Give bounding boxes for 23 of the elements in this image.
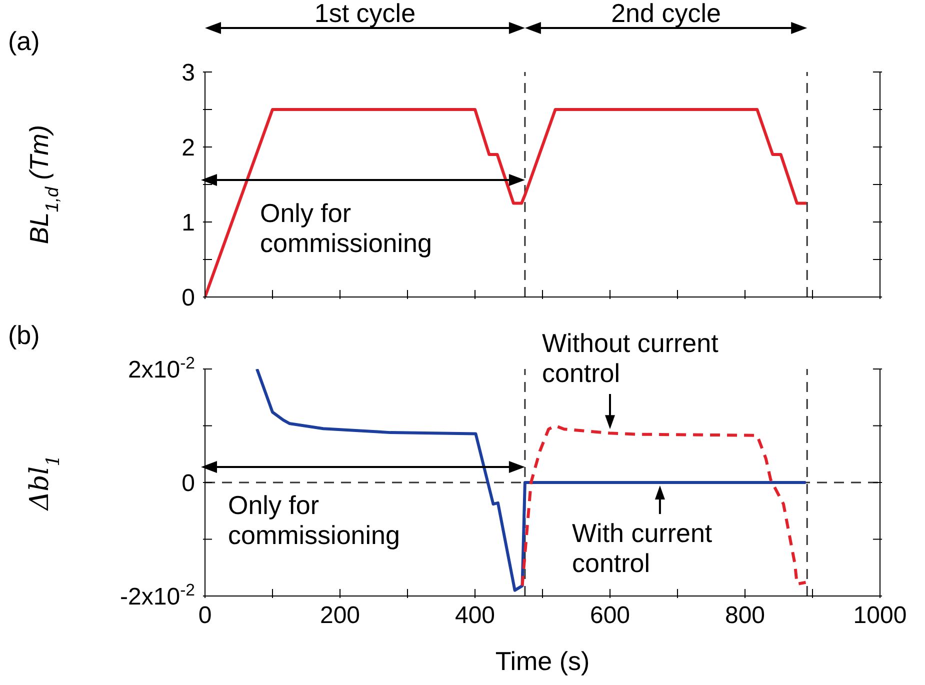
text: 2nd cycle <box>611 0 721 29</box>
y-tick-label: 0 <box>182 284 195 312</box>
y-tick-label: 2 <box>182 134 195 162</box>
line-series <box>205 108 808 297</box>
x-tick-label: 800 <box>724 602 766 630</box>
y-tick-label: 3 <box>182 59 195 86</box>
x-tick-label: 600 <box>590 602 630 630</box>
series-label: With current control <box>571 517 714 580</box>
text: (a) <box>8 26 40 57</box>
text: 1st cycle <box>314 0 416 29</box>
series-label: Without current control <box>541 327 720 390</box>
x-tick-label: 200 <box>320 602 360 630</box>
x-tick-label: 1000 <box>853 602 907 630</box>
line-series <box>520 424 808 588</box>
y-tick-label: 2x10$^{-2}$ <box>128 352 195 384</box>
y-tick-label: -2x10$^{-2}$ <box>120 580 195 610</box>
x-axis-title: Time (s) <box>495 646 590 676</box>
text: (b) <box>8 320 40 351</box>
annotation: Only for commissioning <box>227 489 401 552</box>
annotation: Only for commissioning <box>259 197 433 260</box>
x-tick-label: 400 <box>454 602 496 630</box>
y-tick-label: 0 <box>182 470 195 497</box>
y-tick-label: 1 <box>182 209 195 236</box>
